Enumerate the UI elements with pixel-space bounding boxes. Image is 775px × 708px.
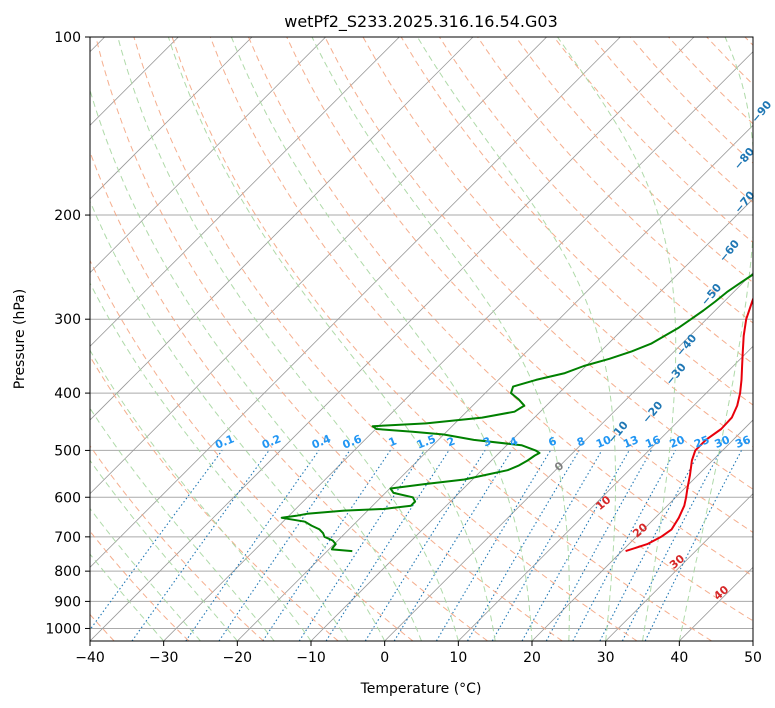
- y-tick-label: 1000: [45, 621, 81, 637]
- moist-adiabat-line: [311, 37, 570, 641]
- dry-adiabat-line: [90, 444, 264, 641]
- y-tick-label: 200: [54, 208, 81, 224]
- dry-adiabat-line: [133, 37, 638, 641]
- y-tick-label: 700: [54, 530, 81, 546]
- moist-adiabat-line: [90, 88, 422, 641]
- mixing-ratio-line: [572, 450, 676, 641]
- moist-adiabat-line: [90, 349, 312, 641]
- mixing-ratio-line: [521, 450, 630, 641]
- y-tick-label: 300: [54, 312, 81, 328]
- isotherm-line: [90, 37, 253, 200]
- mixing-ratio-label: 20: [668, 433, 687, 451]
- background-grid: [90, 37, 753, 641]
- mixing-ratio-label: 13: [621, 433, 640, 451]
- x-tick-label: 30: [597, 650, 615, 666]
- x-tick-label: 10: [449, 650, 467, 666]
- mixing-ratio-label: 16: [643, 433, 662, 451]
- mixing-ratio-label: 1: [387, 435, 399, 450]
- x-tick-label: 50: [744, 650, 762, 666]
- mixing-ratio-line: [621, 450, 722, 641]
- x-tick-label: −20: [223, 650, 253, 666]
- temperature-line: [625, 296, 753, 553]
- isotherm-line: [90, 37, 474, 421]
- moist-adiabat-line: [90, 553, 165, 641]
- mixing-ratio-label: 8: [575, 435, 587, 450]
- isotherm-line: [90, 37, 547, 495]
- moist-adiabat-line: [90, 407, 275, 641]
- isotherm-line: [384, 272, 753, 641]
- y-tick-label: 100: [54, 30, 81, 46]
- moist-adiabats: [90, 37, 753, 641]
- x-axis-label: Temperature (°C): [360, 681, 482, 697]
- mixing-ratio-label: 30: [713, 433, 732, 451]
- mixing-ratio-lines: [90, 450, 742, 641]
- isotherm-line: [163, 51, 753, 641]
- dry-adiabat-line: [90, 355, 339, 641]
- y-tick-label: 600: [54, 490, 81, 506]
- dewpoint-line: [280, 273, 753, 553]
- profile-series: [280, 273, 753, 553]
- mixing-ratio-line: [325, 450, 450, 641]
- dry-adiabat-line: [90, 259, 414, 641]
- x-tick-label: 0: [380, 650, 389, 666]
- mixing-ratio-label: 36: [733, 433, 752, 451]
- isotherm-line: [237, 124, 753, 641]
- mixing-ratio-label: 25: [692, 433, 711, 451]
- mixing-ratio-line: [644, 450, 742, 641]
- y-tick-label: 800: [54, 564, 81, 580]
- moist-adiabat-line: [678, 37, 753, 641]
- mixing-ratio-line: [262, 450, 391, 641]
- moist-adiabat-line: [117, 37, 459, 641]
- isotherm-line: [310, 198, 753, 641]
- mixing-ratio-line: [90, 450, 223, 631]
- moist-adiabat-line: [90, 459, 238, 641]
- isotherm-line: [90, 37, 326, 274]
- mixing-ratio-label: 3: [481, 435, 493, 450]
- x-tick-label: 20: [523, 650, 541, 666]
- x-axis-ticks: −40 −30 −20 −10 0 10 20 30 40 50: [75, 641, 762, 666]
- mixing-ratio-line: [298, 450, 425, 641]
- y-tick-label: 500: [54, 443, 81, 459]
- moist-adiabat-line: [416, 37, 616, 641]
- moist-adiabat-line: [90, 507, 201, 641]
- moist-adiabat-line: [90, 282, 349, 641]
- isotherm-line: [531, 419, 753, 641]
- x-tick-label: −40: [75, 650, 105, 666]
- isotherm-line: [458, 345, 753, 641]
- dry-adiabat-line: [95, 37, 563, 641]
- dry-adiabat-line: [248, 37, 753, 577]
- chart-title: wetPf2_S233.2025.316.16.54.G03: [284, 12, 558, 32]
- mixing-ratio-line: [545, 450, 652, 641]
- x-tick-label: 40: [670, 650, 688, 666]
- plot-frame: [89, 36, 754, 642]
- y-tick-label: 900: [54, 594, 81, 610]
- dry-adiabat-line: [515, 37, 753, 284]
- x-tick-label: −30: [149, 650, 179, 666]
- dry-adiabat-line: [324, 37, 753, 490]
- y-axis-ticks: 100 200 300 400 500 600 700 800 900 1000: [45, 30, 90, 637]
- moist-adiabat-line: [557, 37, 677, 641]
- mixing-ratio-line: [185, 450, 320, 641]
- mixing-ratio-line: [218, 450, 351, 641]
- isotherm-line: [90, 37, 695, 641]
- mixing-ratio-label: 2: [445, 435, 457, 450]
- y-axis-label: Pressure (hPa): [12, 289, 28, 389]
- mixing-ratio-label: 10: [594, 433, 613, 451]
- moist-adiabat-line: [90, 200, 386, 641]
- dry-adiabat-line: [286, 37, 753, 534]
- y-tick-label: 400: [54, 386, 81, 402]
- mixing-ratio-line: [393, 450, 513, 641]
- dry-adiabats: [90, 37, 753, 641]
- x-tick-label: −10: [296, 650, 326, 666]
- dry-adiabat-line: [209, 37, 753, 622]
- isotherm-line: [605, 493, 753, 641]
- moist-adiabat-line: [230, 37, 533, 641]
- isotherm-line: [90, 37, 621, 568]
- dry-adiabat-line: [171, 37, 712, 641]
- mixing-ratio-line: [131, 450, 270, 641]
- moist-adiabat-line: [167, 37, 496, 641]
